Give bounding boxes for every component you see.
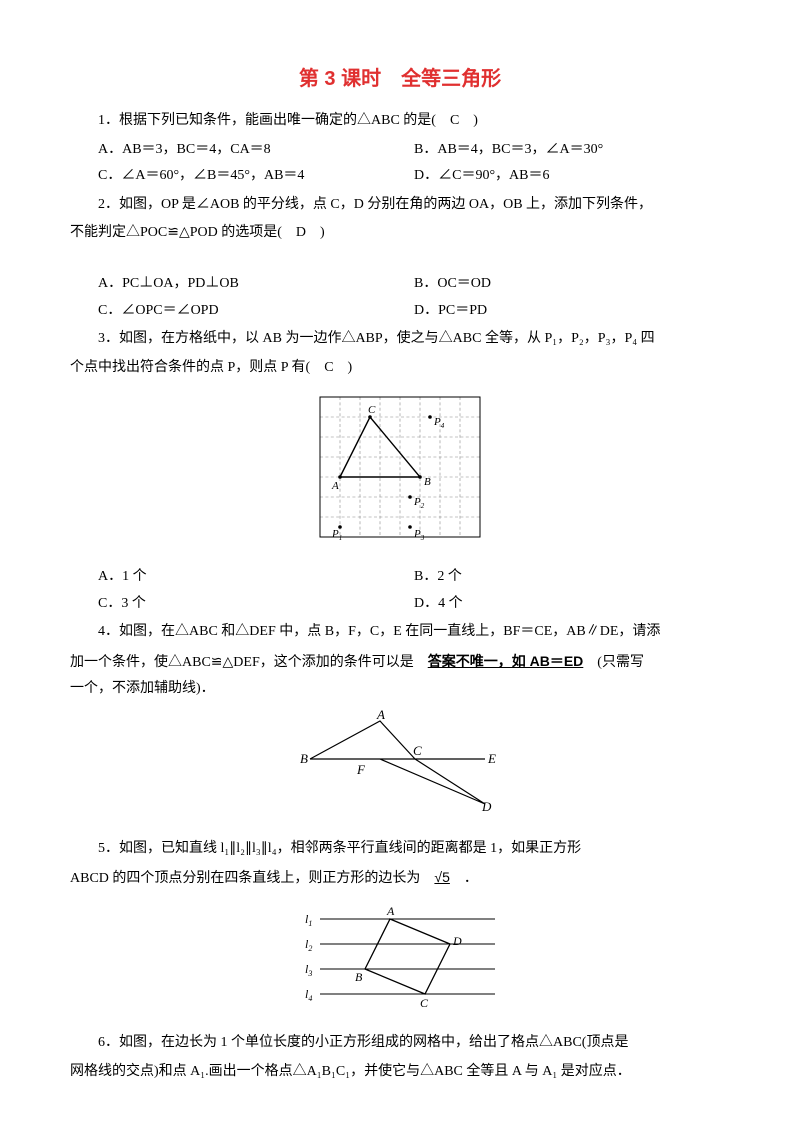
q3-stem2: 个点中找出符合条件的点 P，则点 P 有( C ) <box>70 355 730 382</box>
svg-text:l3: l3 <box>305 962 312 978</box>
q3-a: A．1 个 <box>98 564 414 591</box>
q5-stem3: ． <box>450 871 478 886</box>
svg-text:P3: P3 <box>413 528 425 542</box>
svg-text:D: D <box>452 934 462 948</box>
q2-stem2: 不能判定△POC≌△POD 的选项是( D ) <box>70 220 730 247</box>
svg-text:l1: l1 <box>305 912 312 928</box>
q2-c: C．∠OPC＝∠OPD <box>98 298 414 325</box>
q3-c: C．3 个 <box>98 591 414 618</box>
svg-text:A: A <box>386 904 395 918</box>
q4-stem4: 一个，不添加辅助线)． <box>70 676 730 703</box>
q3-figure: A B C P1 P2 P3 P4 <box>70 387 730 558</box>
q5-stem2: ABCD 的四个顶点分别在四条直线上，则正方形的边长为 <box>70 871 434 886</box>
svg-text:B: B <box>355 970 363 984</box>
svg-text:E: E <box>487 751 496 766</box>
q2-d: D．PC＝PD <box>414 298 730 325</box>
q2-stem1: 2．如图，OP 是∠AOB 的平分线，点 C，D 分别在角的两边 OA，OB 上… <box>70 192 730 219</box>
svg-text:D: D <box>481 799 492 814</box>
q4-stem2: 加一个条件，使△ABC≌△DEF，这个添加的条件可以是 <box>70 655 428 670</box>
q2-a: A．PC⊥OA，PD⊥OB <box>98 271 414 298</box>
q4-stem1: 4．如图，在△ABC 和△DEF 中，点 B，F，C，E 在同一直线上，BF＝C… <box>70 619 730 646</box>
svg-text:C: C <box>368 404 376 416</box>
svg-text:P1: P1 <box>331 528 342 542</box>
svg-text:l2: l2 <box>305 937 312 953</box>
svg-text:A: A <box>331 480 339 492</box>
q5-line2: ABCD 的四个顶点分别在四条直线上，则正方形的边长为 √5 ． <box>70 864 730 893</box>
q3-b: B．2 个 <box>414 564 730 591</box>
q1-a: A．AB＝3，BC＝4，CA＝8 <box>98 137 414 164</box>
q5-stem1: 5．如图，已知直线 l₁∥l₂∥l₃∥l₄，相邻两条平行直线间的距离都是 1，如… <box>70 836 730 863</box>
q3-choices2: C．3 个 D．4 个 <box>98 591 730 618</box>
q1-b: B．AB＝4，BC＝3，∠A＝30° <box>414 137 730 164</box>
q1-stem: 1．根据下列已知条件，能画出唯一确定的△ABC 的是( C ) <box>70 108 730 135</box>
q4-answer: 答案不唯一，如 AB＝ED <box>428 653 584 669</box>
q4-line2: 加一个条件，使△ABC≌△DEF，这个添加的条件可以是 答案不唯一，如 AB＝E… <box>70 648 730 677</box>
q5-figure: l1 l2 l3 l4 A D B C <box>70 899 730 1025</box>
svg-text:B: B <box>300 751 308 766</box>
q5-answer: √5 <box>434 869 449 885</box>
q3-d: D．4 个 <box>414 591 730 618</box>
svg-text:P2: P2 <box>413 496 425 510</box>
q2-choices: A．PC⊥OA，PD⊥OB B．OC＝OD <box>98 271 730 298</box>
svg-text:F: F <box>356 762 366 777</box>
svg-text:C: C <box>413 743 422 758</box>
q3-stem1: 3．如图，在方格纸中，以 AB 为一边作△ABP，使之与△ABC 全等，从 P₁… <box>70 326 730 353</box>
page-title: 第 3 课时 全等三角形 <box>70 60 730 98</box>
q2-b: B．OC＝OD <box>414 271 730 298</box>
svg-text:B: B <box>424 476 431 488</box>
svg-text:C: C <box>420 996 429 1010</box>
q1-d: D．∠C＝90°，AB＝6 <box>414 163 730 190</box>
q4-stem3: (只需写 <box>583 655 644 670</box>
q1-c: C．∠A＝60°，∠B＝45°，AB＝4 <box>98 163 414 190</box>
svg-text:A: A <box>376 709 385 722</box>
q6-stem1: 6．如图，在边长为 1 个单位长度的小正方形组成的网格中，给出了格点△ABC(顶… <box>70 1030 730 1057</box>
q2-choices2: C．∠OPC＝∠OPD D．PC＝PD <box>98 298 730 325</box>
q3-choices: A．1 个 B．2 个 <box>98 564 730 591</box>
q6-stem2: 网格线的交点)和点 A₁.画出一个格点△A₁B₁C₁，并使它与△ABC 全等且 … <box>70 1059 730 1086</box>
q4-figure: A B C D E F <box>70 709 730 830</box>
q1-choices2: C．∠A＝60°，∠B＝45°，AB＝4 D．∠C＝90°，AB＝6 <box>98 163 730 190</box>
svg-text:P4: P4 <box>433 416 445 430</box>
q1-choices: A．AB＝3，BC＝4，CA＝8 B．AB＝4，BC＝3，∠A＝30° <box>98 137 730 164</box>
svg-text:l4: l4 <box>305 987 312 1003</box>
